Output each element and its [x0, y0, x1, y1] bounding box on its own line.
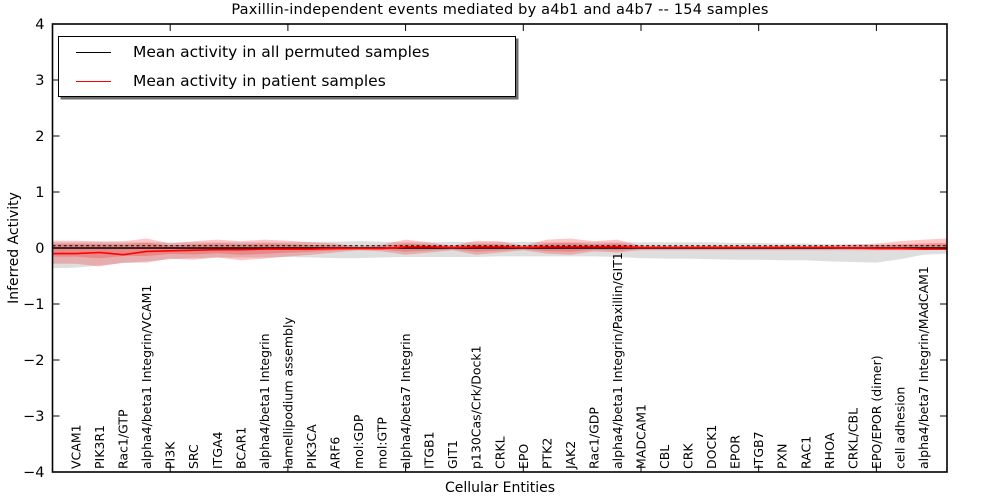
- x-category-label: ITGB1: [422, 431, 437, 469]
- y-tick-label: −1: [23, 297, 44, 313]
- x-category-label: EPO: [516, 444, 531, 469]
- y-tick-label: 0: [35, 241, 44, 257]
- x-category-label: PTK2: [539, 438, 554, 469]
- x-category-label: cell adhesion: [892, 387, 907, 469]
- legend-box: Mean activity in all permuted samples Me…: [58, 36, 516, 97]
- x-category-label: JAK2: [563, 441, 578, 470]
- x-category-label: CRKL/CBL: [845, 408, 860, 469]
- y-tick-label: 4: [35, 17, 44, 33]
- x-category-label: CRK: [681, 443, 696, 469]
- x-category-label: alpha4/beta1 Integrin/VCAM1: [139, 285, 154, 469]
- x-axis-label: Cellular Entities: [444, 480, 556, 496]
- x-category-label: PI3K: [163, 441, 178, 469]
- x-category-label: lamellipodium assembly: [280, 317, 295, 469]
- x-category-label: EPOR: [728, 435, 743, 469]
- x-category-label: MADCAM1: [634, 404, 649, 469]
- x-category-label: PIK3CA: [304, 424, 319, 469]
- x-category-label: EPO/EPOR (dimer): [869, 355, 884, 469]
- x-category-label: RAC1: [798, 436, 813, 469]
- series-line-1: [52, 246, 947, 256]
- x-category-label: RHOA: [822, 432, 837, 469]
- band-inner-1: [52, 242, 947, 259]
- legend-entry-patient: Mean activity in patient samples: [59, 67, 515, 96]
- x-category-label: CBL: [657, 445, 672, 469]
- x-category-label: mol:GTP: [375, 417, 390, 469]
- band-1: [52, 238, 947, 267]
- x-category-label: PIK3R1: [92, 425, 107, 469]
- x-category-label: alpha4/beta7 Integrin: [398, 333, 413, 469]
- x-category-label: PXN: [775, 444, 790, 469]
- x-category-label: ITGB7: [751, 431, 766, 469]
- y-axis-label: Inferred Activity: [6, 192, 22, 304]
- y-tick-label: −3: [23, 409, 44, 425]
- x-category-label: mol:GDP: [351, 414, 366, 469]
- x-category-label: alpha4/beta1 Integrin/Paxillin/GIT1: [610, 252, 625, 469]
- x-category-label: DOCK1: [704, 425, 719, 469]
- x-category-label: SRC: [186, 444, 201, 469]
- x-category-label: p130Cas/Crk/Dock1: [469, 345, 484, 469]
- x-category-label: Rac1/GDP: [586, 407, 601, 469]
- x-category-label: alpha4/beta7 Integrin/MAdCAM1: [916, 266, 931, 469]
- x-category-label: VCAM1: [69, 424, 84, 469]
- x-category-label: alpha4/beta1 Integrin: [257, 333, 272, 469]
- chart-title: Paxillin-independent events mediated by …: [231, 2, 769, 18]
- x-category-label: CRKL: [492, 436, 507, 469]
- x-category-label: ARF6: [328, 437, 343, 469]
- x-category-label: ITGA4: [210, 431, 225, 469]
- y-tick-label: −4: [23, 465, 44, 481]
- legend-entry-permuted: Mean activity in all permuted samples: [59, 38, 515, 67]
- y-tick-label: −2: [23, 353, 44, 369]
- y-tick-label: 1: [35, 185, 44, 201]
- legend-label-patient: Mean activity in patient samples: [133, 72, 386, 90]
- y-tick-label: 3: [35, 73, 44, 89]
- legend-label-permuted: Mean activity in all permuted samples: [133, 43, 430, 61]
- y-tick-label: 2: [35, 129, 44, 145]
- x-category-label: BCAR1: [233, 427, 248, 469]
- permuted-line-sample: [76, 51, 111, 53]
- x-category-label: GIT1: [445, 440, 460, 469]
- x-category-label: Rac1/GTP: [116, 409, 131, 469]
- patient-line-sample: [76, 80, 111, 82]
